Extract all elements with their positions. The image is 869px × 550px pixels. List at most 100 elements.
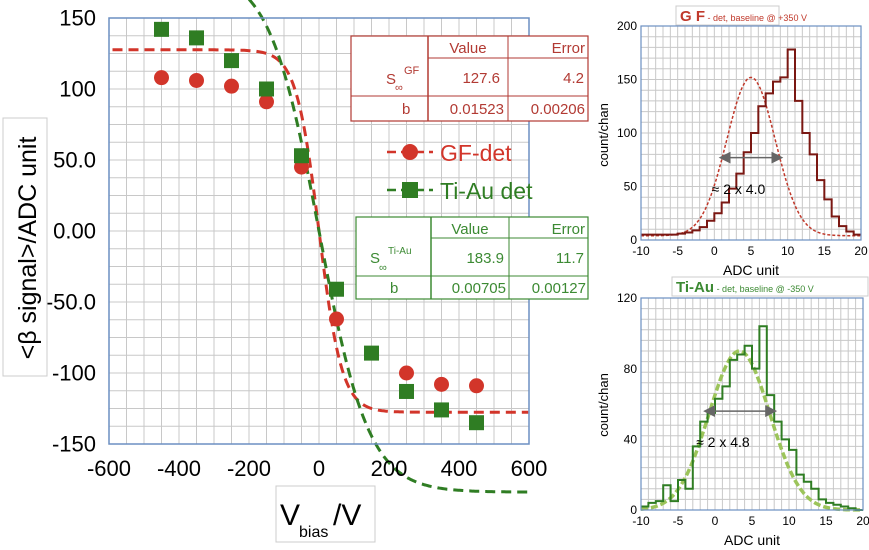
gf-x-tick-label: 10 (781, 244, 795, 258)
gf-x-tick-label: 0 (711, 244, 718, 258)
svg-text:Ti-Au - det, baseline @ -350 V: Ti-Au - det, baseline @ -350 V (676, 279, 814, 296)
main-y-tick-label: 50.0 (53, 148, 96, 173)
gf-x-tick-label: 15 (818, 244, 832, 258)
tiau-y-tick-labels: 0 40 80 120 (617, 291, 637, 517)
fit-table-tiau-param-s-sup: Ti-Au (388, 246, 412, 257)
fit-table-gf-s-error: 4.2 (563, 70, 584, 87)
tiau-grid (641, 298, 863, 510)
main-fit-curves (112, 0, 529, 494)
legend-entry-tiau: Ti-Au det (387, 178, 533, 204)
legend-marker-gf (402, 144, 418, 160)
gf-histogram-title: G F - det, baseline @ +350 V (675, 5, 807, 26)
tiau-histogram-title: Ti-Au - det, baseline @ -350 V (671, 276, 869, 297)
gf-y-tick-label: 0 (630, 233, 637, 247)
tiau-data-point (434, 402, 449, 418)
main-x-tick-label: 0 (313, 456, 325, 481)
gf-histogram-steps (641, 48, 861, 236)
gf-data-point (294, 159, 309, 175)
main-chart: 150 100 50.0 0.00 -50.0 -100 -150 -600 -400 -200… (2, 0, 589, 543)
gf-histogram-title-main: G F (680, 8, 705, 25)
tiau-y-tick-label: 40 (624, 433, 638, 447)
gf-histogram-chart: G F - det, baseline @ +350 V ≈ 2 x 4.0 0… (596, 5, 868, 278)
fit-table-gf-b-error: 0.00206 (531, 101, 585, 118)
fit-table-gf-param-s-sub: ∞ (395, 82, 403, 94)
tiau-histogram-title-main: Ti-Au (676, 279, 714, 296)
gf-data-point (469, 378, 484, 394)
fit-table-gf: Value Error S ∞ GF 127.6 4.2 b 0.01523 0… (350, 35, 589, 122)
tiau-data-point (189, 30, 204, 46)
tiau-data-point (364, 345, 379, 361)
gf-plot-frame (640, 25, 862, 241)
main-y-tick-label: 100 (59, 77, 96, 102)
main-x-axis-label-sub: bias (299, 524, 328, 541)
tiau-x-tick-label: 5 (749, 514, 756, 528)
main-x-tick-label: -200 (227, 456, 271, 481)
tiau-y-axis-label: count/chan (596, 373, 611, 437)
gf-x-tick-label: 5 (748, 244, 755, 258)
tiau-fit-line (247, 0, 529, 494)
fit-table-gf-b-value: 0.01523 (450, 101, 504, 118)
tiau-x-tick-label: 0 (712, 514, 719, 528)
main-y-tick-label: 150 (59, 6, 96, 31)
fit-table-gf-s-value: 127.6 (462, 70, 500, 87)
main-x-axis-label-unit: /V (333, 499, 361, 532)
main-x-axis-label-v: V (280, 499, 300, 532)
legend-label-tiau: Ti-Au det (440, 178, 533, 204)
tiau-data-point (469, 415, 484, 431)
tiau-data-point (399, 383, 414, 399)
gf-data-point (154, 70, 169, 86)
gf-y-tick-label: 50 (624, 180, 638, 194)
tiau-data-point (259, 81, 274, 97)
tiau-y-tick-label: 120 (617, 291, 637, 305)
fit-table-tiau-b-error: 0.00127 (532, 280, 586, 297)
tiau-histogram-chart: Ti-Au - det, baseline @ -350 V ≈ 2 x 4.8… (596, 276, 869, 548)
gf-data-point (259, 94, 274, 110)
tiau-x-tick-label: -10 (632, 514, 650, 528)
tiau-plot-frame (640, 297, 864, 511)
tiau-x-tick-label: 20 (856, 514, 869, 528)
fit-table-tiau-param-b: b (390, 280, 398, 297)
gf-fwhm-annotation: ≈ 2 x 4.0 (712, 181, 766, 197)
gf-x-tick-label: -5 (672, 244, 683, 258)
fit-table-tiau-b-value: 0.00705 (452, 280, 506, 297)
main-data-points (154, 21, 484, 431)
fit-table-tiau-header-value: Value (451, 221, 488, 238)
gf-x-tick-label: -10 (632, 244, 650, 258)
svg-text:G F - det, baseline @ +350 V: G F - det, baseline @ +350 V (680, 8, 807, 25)
main-y-tick-label: -150 (52, 432, 96, 457)
fit-table-tiau-s-value: 183.9 (466, 250, 504, 267)
tiau-fwhm-annotation: ≈ 2 x 4.8 (696, 434, 750, 450)
gf-data-point (189, 72, 204, 88)
gf-x-tick-labels: -10 -5 0 5 10 15 20 (632, 244, 868, 258)
main-y-tick-labels: 150 100 50.0 0.00 -50.0 -100 -150 (46, 6, 96, 457)
tiau-x-tick-labels: -10 -5 0 5 10 15 20 (632, 514, 869, 528)
fit-table-gf-param-s-sup: GF (404, 65, 420, 77)
fit-table-gf-param-s: S (386, 71, 396, 88)
tiau-data-point (329, 281, 344, 297)
fit-table-gf-header-value: Value (449, 40, 486, 57)
main-x-tick-label: 400 (441, 456, 478, 481)
gf-y-tick-label: 100 (617, 126, 637, 140)
gf-histogram-title-rest: - det, baseline @ +350 V (705, 13, 807, 23)
main-x-tick-label: -400 (157, 456, 201, 481)
main-y-tick-label: -50.0 (46, 290, 96, 315)
tiau-y-tick-label: 0 (630, 503, 637, 517)
legend-label-gf: GF-det (440, 140, 512, 166)
tiau-data-point (294, 148, 309, 164)
main-x-tick-label: -600 (87, 456, 131, 481)
fit-table-gf-param-b: b (402, 101, 410, 118)
main-y-axis-label: <β signal>/ADC unit (14, 137, 42, 360)
main-y-axis-label-box: <β signal>/ADC unit (2, 117, 48, 377)
fit-table-gf-header-error: Error (552, 40, 585, 57)
gf-data-point (399, 365, 414, 381)
gf-data-point (224, 78, 239, 94)
gf-fit-line (112, 48, 529, 414)
main-x-axis-label-box: V bias /V (275, 485, 376, 543)
tiau-histogram-title-rest: - det, baseline @ -350 V (714, 284, 814, 294)
tiau-x-tick-label: 10 (782, 514, 796, 528)
main-y-tick-label: -100 (52, 361, 96, 386)
fit-table-tiau-param-s: S (370, 250, 380, 267)
main-x-tick-labels: -600 -400 -200 0 200 400 600 (87, 456, 547, 481)
tiau-x-axis-label: ADC unit (724, 532, 780, 548)
